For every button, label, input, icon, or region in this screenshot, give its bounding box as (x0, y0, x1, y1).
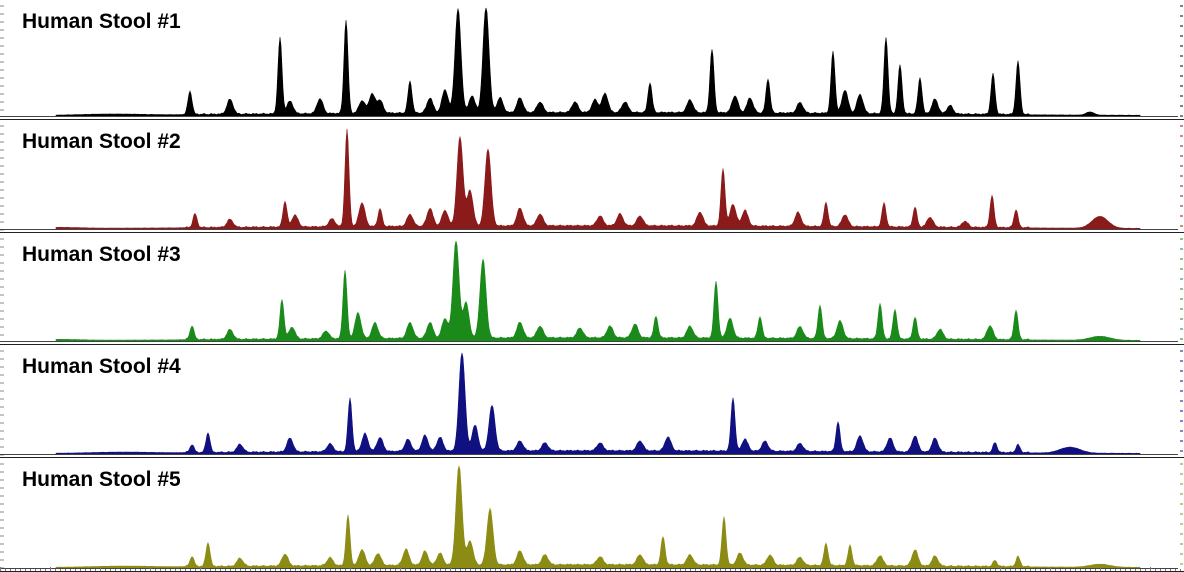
series-label-4: Human Stool #4 (22, 355, 181, 378)
y-axis-ticks-1 (0, 5, 4, 111)
y-axis-ticks-5 (0, 463, 4, 569)
trace-4 (55, 352, 1141, 455)
chromatogram-panel-5: Human Stool #5 (0, 458, 1184, 572)
y-axis-ticks-2 (0, 125, 4, 231)
y-axis-ticks-3 (0, 238, 4, 336)
trace-3 (55, 240, 1141, 342)
series-label-2: Human Stool #2 (22, 130, 181, 153)
series-label-1: Human Stool #1 (22, 10, 181, 33)
trace-2 (55, 128, 1141, 230)
right-axis-ticks-3 (1180, 238, 1183, 340)
series-label-3: Human Stool #3 (22, 243, 181, 266)
chromatogram-panel-3: Human Stool #3 (0, 233, 1184, 345)
trace-4-svg (0, 350, 1184, 458)
chromatogram-panel-1: Human Stool #1 (0, 0, 1184, 120)
x-axis-ticks (0, 567, 1181, 571)
trace-1 (55, 7, 1141, 117)
right-axis-ticks-4 (1180, 350, 1183, 452)
trace-3-svg (0, 238, 1184, 345)
y-axis-ticks-4 (0, 350, 4, 456)
chromatogram-panel-2: Human Stool #2 (0, 120, 1184, 233)
trace-2-svg (0, 125, 1184, 233)
trace-5 (55, 465, 1141, 569)
right-axis-ticks-1 (1180, 5, 1183, 117)
right-axis-ticks-5 (1180, 463, 1183, 565)
series-label-5: Human Stool #5 (22, 468, 181, 491)
chromatogram-panel-4: Human Stool #4 (0, 345, 1184, 458)
trace-1-svg (0, 5, 1184, 120)
right-axis-ticks-2 (1180, 125, 1183, 227)
